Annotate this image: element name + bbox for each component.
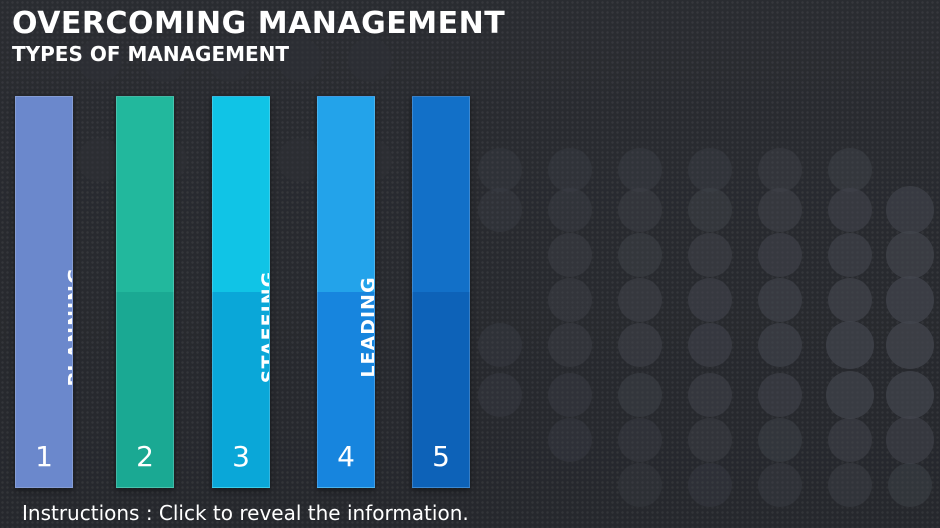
card-controlling[interactable]: CONTROLLING 5 [412,96,470,488]
card-label: PLANNING [64,267,73,387]
card-staffing[interactable]: STAFFING 3 [212,96,270,488]
card-number: 3 [232,440,250,473]
card-label: STAFFING [258,270,270,384]
card-number: 5 [432,440,450,473]
instructions-text: Instructions : Click to reveal the infor… [22,501,469,525]
page-title: OVERCOMING MANAGEMENT [12,6,506,41]
card-leading[interactable]: LEADING 4 [317,96,375,488]
card-organizing[interactable]: ORGANIZING 2 [116,96,174,488]
card-number: 1 [35,440,53,473]
card-planning[interactable]: PLANNING 1 [15,96,73,488]
card-number: 4 [337,440,355,473]
card-number: 2 [136,440,154,473]
page-subtitle: TYPES OF MANAGEMENT [12,42,290,66]
card-label: LEADING [357,276,375,378]
